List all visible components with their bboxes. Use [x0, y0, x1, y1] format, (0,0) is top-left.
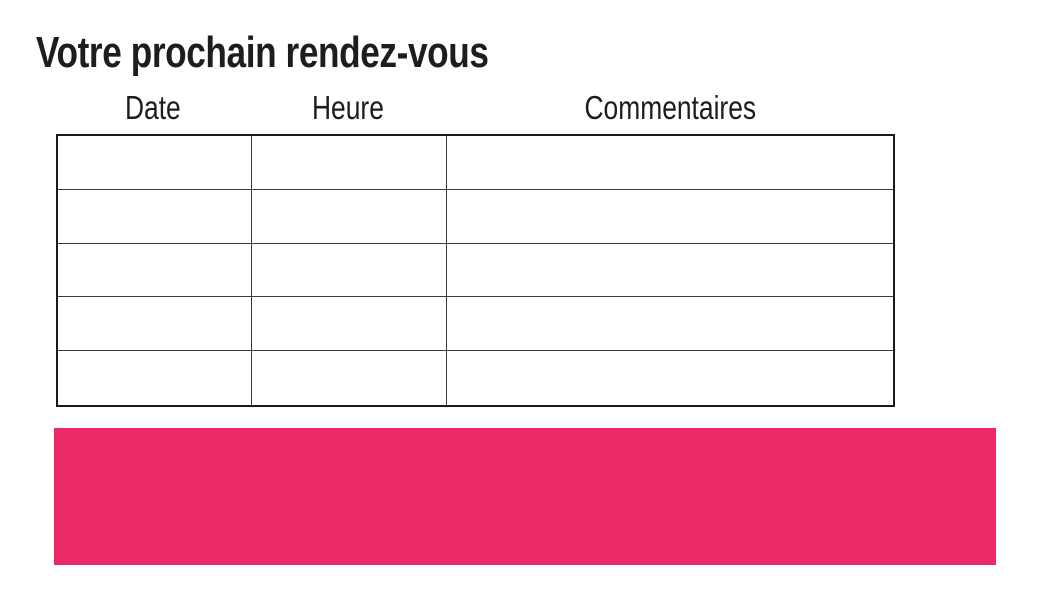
- table-cell-commentaires-row3: [447, 243, 893, 298]
- table-cell-heure-row4: [252, 297, 447, 352]
- table-cell-heure-row5: [252, 351, 447, 405]
- table-cell-commentaires-row4: [447, 297, 893, 352]
- table-cell-commentaires-row1: [447, 136, 893, 190]
- table-cell-commentaires-row5: [447, 351, 893, 405]
- column-header-heure: Heure: [311, 89, 384, 126]
- table-cell-commentaires-row2: [447, 189, 893, 244]
- table-cell-heure-row1: [252, 136, 447, 190]
- table-cell-date-row4: [58, 297, 252, 352]
- page-title: Votre prochain rendez-vous: [36, 31, 602, 75]
- table-cell-date-row1: [58, 136, 252, 190]
- appointments-table: [56, 134, 895, 407]
- page-title-text: Votre prochain rendez-vous: [36, 28, 489, 77]
- table-cell-heure-row2: [252, 189, 447, 244]
- column-header-commentaires: Commentaires: [584, 89, 756, 126]
- table-cell-date-row3: [58, 243, 252, 298]
- table-cell-heure-row3: [252, 243, 447, 298]
- table-header-row: Date Heure Commentaires: [56, 90, 895, 126]
- pink-banner: [54, 428, 996, 565]
- table-cell-date-row5: [58, 351, 252, 405]
- table-cell-date-row2: [58, 189, 252, 244]
- column-header-date: Date: [125, 89, 181, 126]
